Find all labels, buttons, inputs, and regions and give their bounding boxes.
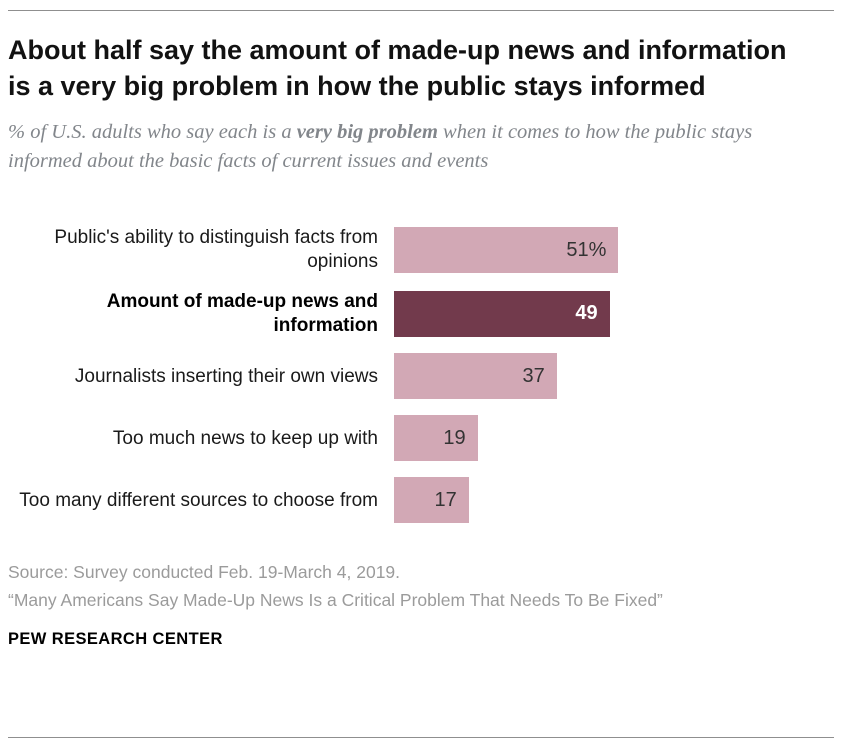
bar: 51%	[394, 227, 619, 274]
subtitle-suffix: when it comes to how the public stays in…	[8, 121, 753, 173]
bar-area: 17	[394, 477, 834, 524]
bar: 37	[394, 353, 557, 400]
chart-footer: Source: Survey conducted Feb. 19-March 4…	[8, 559, 834, 648]
bar-value-label: 51%	[566, 238, 607, 261]
bar-chart: Public's ability to distinguish facts fr…	[8, 226, 834, 524]
bar-value-label: 37	[522, 364, 545, 387]
bar: 19	[394, 415, 478, 462]
bar-label: Public's ability to distinguish facts fr…	[54, 227, 378, 273]
bar-label: Too much news to keep up with	[112, 427, 378, 449]
chart-subtitle: % of U.S. adults who say each is a very …	[8, 118, 814, 176]
bar-row: Public's ability to distinguish facts fr…	[8, 226, 834, 274]
top-rule	[8, 10, 834, 11]
bar-value-label: 49	[575, 302, 598, 325]
bar-row: Journalists inserting their own views 37	[8, 353, 834, 400]
bar-area: 51%	[394, 227, 834, 274]
bar-area: 49	[394, 290, 834, 337]
subtitle-prefix: % of U.S. adults who say each is a	[8, 121, 297, 144]
bar-row: Too many different sources to choose fro…	[8, 477, 834, 524]
report-quote-text: “Many Americans Say Made-Up News Is a Cr…	[8, 589, 663, 610]
bar-value-label: 17	[434, 488, 457, 511]
bar-row: Amount of made-up news and information 49	[8, 290, 834, 338]
bar: 17	[394, 477, 469, 524]
bar-label: Amount of made-up news and information	[106, 290, 378, 336]
bar-area: 19	[394, 415, 834, 462]
bar-value-label: 19	[443, 426, 466, 449]
source-text: Source: Survey conducted Feb. 19-March 4…	[8, 562, 401, 583]
pew-research-center-wordmark: PEW RESEARCH CENTER	[8, 629, 223, 648]
bar: 49	[394, 290, 610, 337]
chart-title: About half say the amount of made-up new…	[8, 35, 787, 101]
bar-area: 37	[394, 353, 834, 400]
subtitle-bold: very big problem	[296, 121, 438, 144]
bar-label: Too many different sources to choose fro…	[19, 489, 378, 511]
bar-label: Journalists inserting their own views	[74, 365, 378, 387]
bottom-rule	[8, 737, 834, 738]
bar-row: Too much news to keep up with 19	[8, 415, 834, 462]
bar-rows: Public's ability to distinguish facts fr…	[8, 226, 834, 524]
